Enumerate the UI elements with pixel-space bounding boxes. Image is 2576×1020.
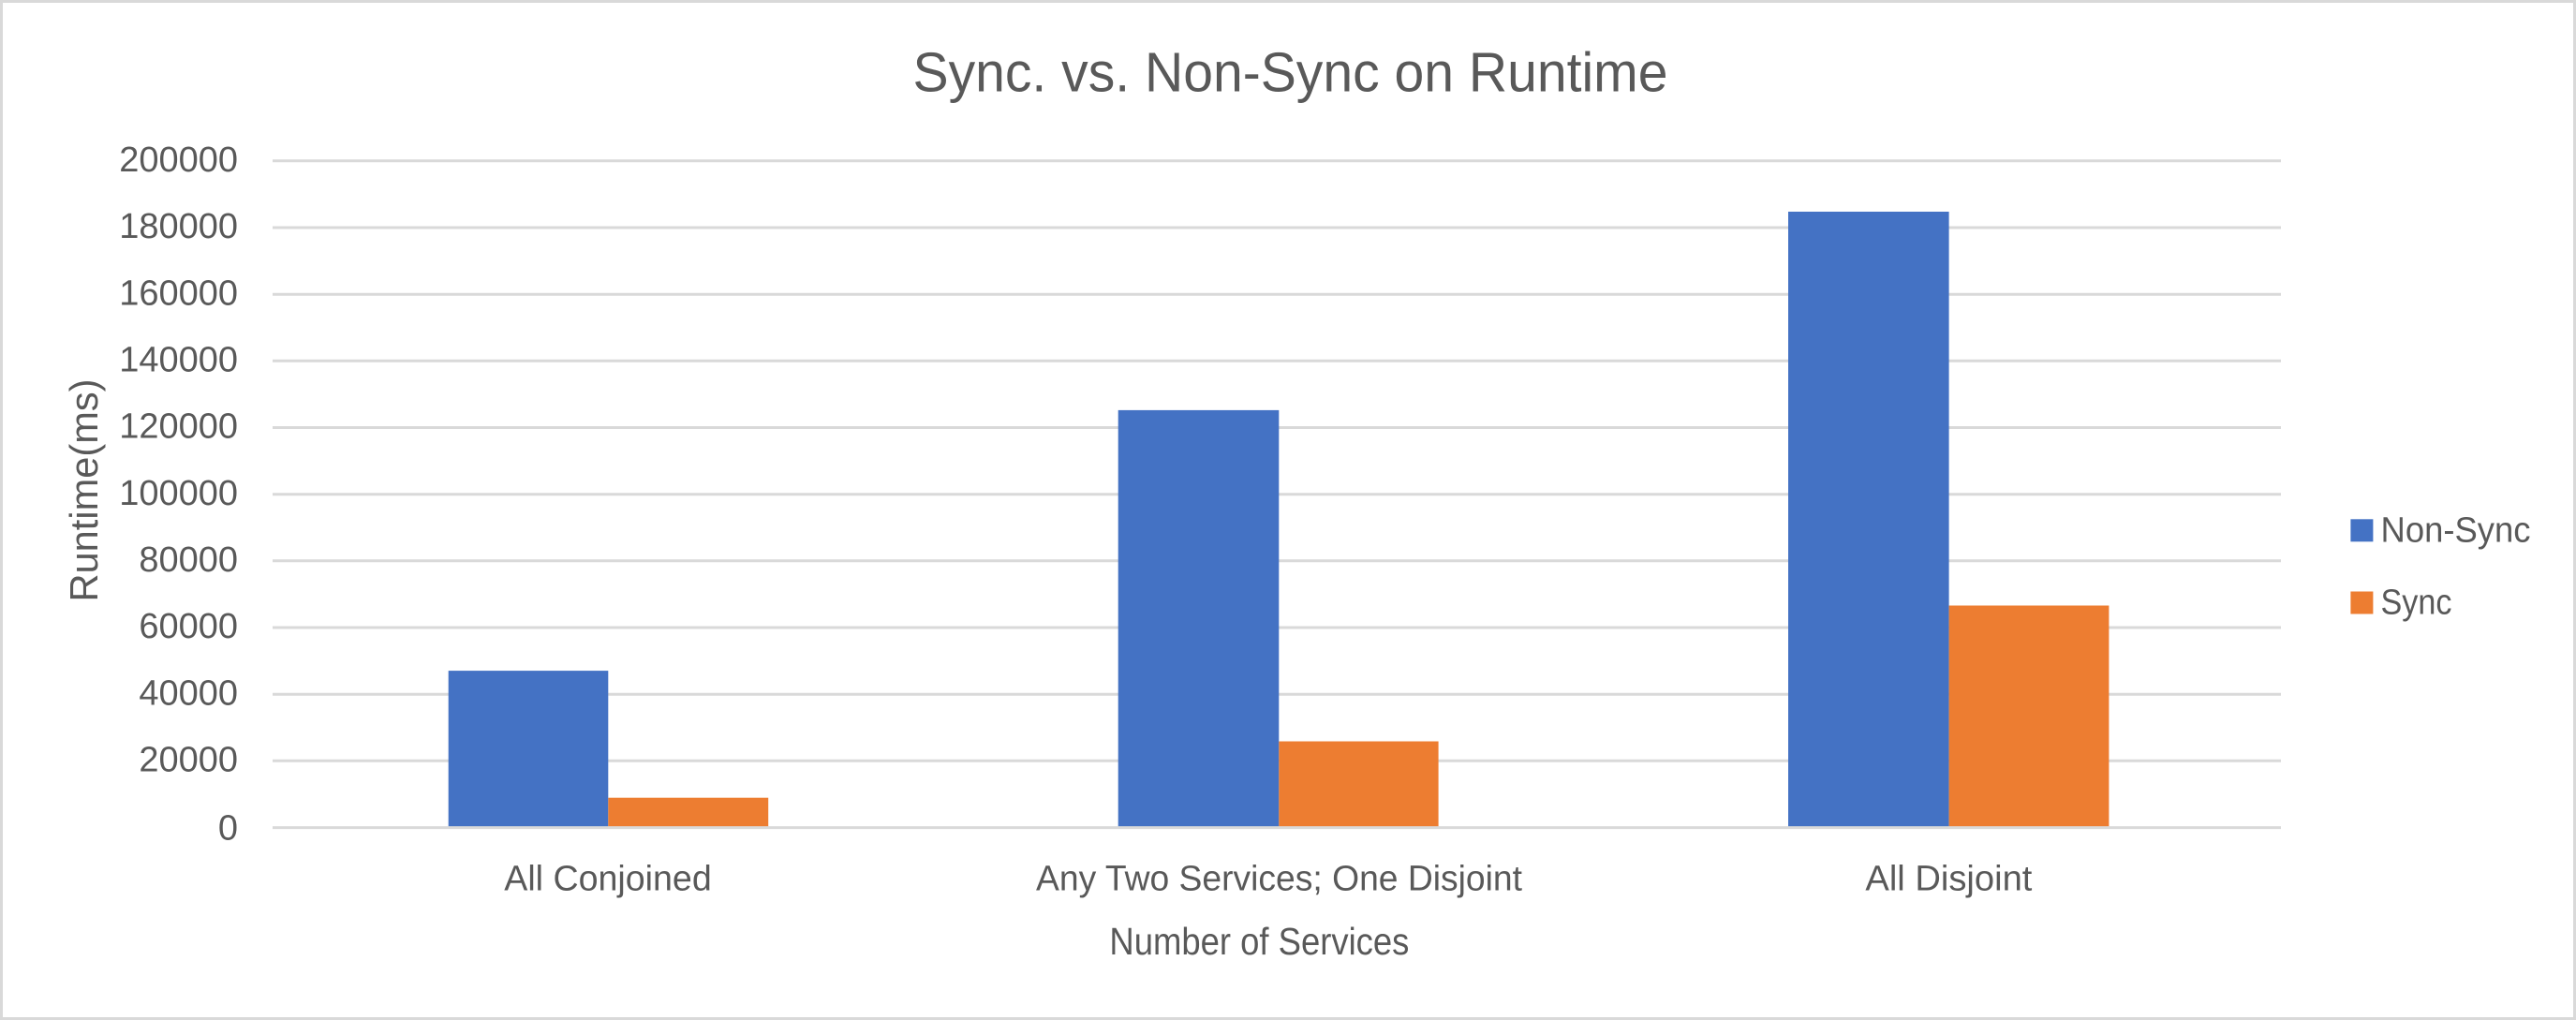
svg-text:0: 0 [218,808,238,848]
svg-text:140000: 140000 [119,341,238,380]
svg-text:All Disjoint: All Disjoint [1865,859,2032,898]
svg-text:Non-Sync: Non-Sync [2381,511,2531,551]
svg-text:All Conjoined: All Conjoined [504,859,712,898]
svg-text:120000: 120000 [119,407,238,447]
svg-text:Number of Services: Number of Services [1109,920,1409,963]
svg-text:180000: 180000 [119,207,238,246]
svg-text:60000: 60000 [139,607,238,646]
svg-text:Runtime(ms): Runtime(ms) [62,379,106,602]
svg-text:200000: 200000 [119,140,238,180]
svg-text:Any Two Services; One Disjoint: Any Two Services; One Disjoint [1036,859,1522,898]
svg-text:Sync. vs. Non-Sync on Runtime: Sync. vs. Non-Sync on Runtime [913,42,1668,104]
svg-text:160000: 160000 [119,273,238,313]
svg-text:100000: 100000 [119,474,238,513]
svg-text:20000: 20000 [139,741,238,780]
svg-text:40000: 40000 [139,673,238,713]
svg-text:80000: 80000 [139,540,238,580]
svg-text:Sync: Sync [2381,584,2452,623]
